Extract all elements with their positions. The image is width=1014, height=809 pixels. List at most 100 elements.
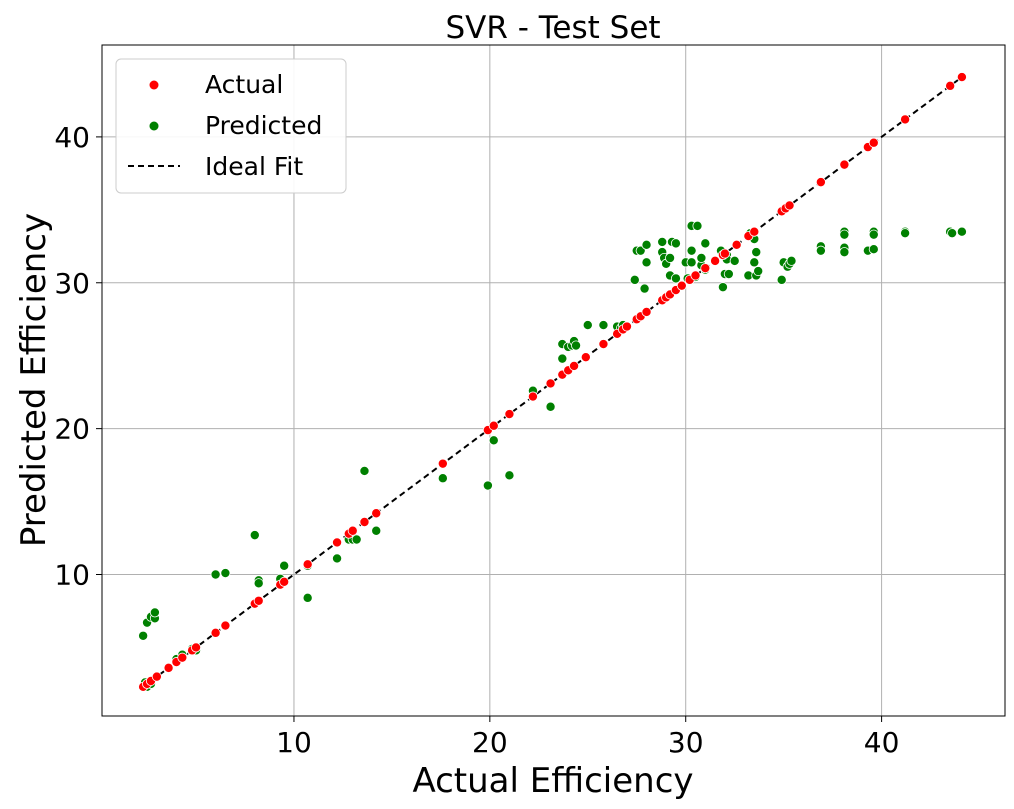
x-axis-ticks: 10 20 30 40: [276, 716, 899, 759]
predicted-point: [639, 283, 650, 294]
actual-point: [210, 627, 221, 638]
actual-point: [279, 576, 290, 587]
predicted-point: [302, 592, 313, 603]
actual-point: [749, 226, 760, 237]
predicted-point: [138, 630, 149, 641]
predicted-point: [482, 480, 493, 491]
actual-point: [700, 263, 711, 274]
legend-ideal-fit-label: Ideal Fit: [205, 152, 303, 181]
predicted-point: [359, 465, 370, 476]
actual-point: [731, 239, 742, 250]
actual-point: [945, 80, 956, 91]
predicted-point: [253, 578, 264, 589]
predicted-point: [371, 525, 382, 536]
actual-point: [690, 270, 701, 281]
actual-point: [359, 516, 370, 527]
actual-point: [784, 200, 795, 211]
predicted-point: [839, 229, 850, 240]
predicted-point: [729, 255, 740, 266]
legend-predicted-marker: [149, 121, 159, 131]
x-tick-label: 40: [864, 726, 900, 759]
predicted-point: [776, 274, 787, 285]
predicted-point: [751, 247, 762, 258]
predicted-point: [582, 320, 593, 331]
actual-point: [719, 248, 730, 259]
y-axis-label: Predicted Efficiency: [14, 213, 54, 547]
predicted-point: [700, 238, 711, 249]
predicted-point: [332, 553, 343, 564]
predicted-point: [723, 269, 734, 280]
actual-point: [347, 525, 358, 536]
predicted-point: [696, 252, 707, 263]
plot-frame: [101, 44, 1006, 717]
predicted-point: [665, 252, 676, 263]
actual-point: [220, 620, 231, 631]
actual-point: [900, 114, 911, 125]
x-tick-label: 30: [668, 726, 704, 759]
predicted-point: [686, 245, 697, 256]
predicted-point: [279, 560, 290, 571]
predicted-point: [749, 257, 760, 268]
actual-point: [488, 420, 499, 431]
predicted-point: [956, 226, 967, 237]
predicted-point: [504, 470, 515, 481]
predicted-point: [657, 236, 668, 247]
actual-point: [598, 339, 609, 350]
predicted-point: [686, 257, 697, 268]
y-tick-label: 40: [54, 121, 90, 154]
predicted-point: [839, 247, 850, 258]
legend: Actual Predicted Ideal Fit: [115, 58, 347, 194]
actual-point: [332, 537, 343, 548]
y-tick-label: 30: [54, 267, 90, 300]
legend-frame: [115, 58, 347, 194]
actual-point: [868, 137, 879, 148]
actual-point: [504, 409, 515, 420]
predicted-point: [545, 401, 556, 412]
predicted-point: [900, 228, 911, 239]
legend-actual-marker: [149, 80, 159, 90]
predicted-point: [488, 435, 499, 446]
actual-point: [191, 642, 202, 653]
predicted-point: [149, 607, 160, 618]
actual-point: [527, 391, 538, 402]
legend-actual-label: Actual: [205, 70, 283, 99]
predicted-point: [815, 245, 826, 256]
predicted-point: [641, 239, 652, 250]
legend-predicted-label: Predicted: [205, 111, 322, 140]
predicted-point: [868, 244, 879, 255]
predicted-point: [635, 245, 646, 256]
actual-point: [956, 72, 967, 83]
actual-point: [676, 280, 687, 291]
actual-point: [177, 652, 188, 663]
actual-point: [641, 306, 652, 317]
predicted-point: [670, 273, 681, 284]
predicted-point: [437, 473, 448, 484]
predicted-point: [670, 238, 681, 249]
actual-point: [569, 360, 580, 371]
chart-title: SVR - Test Set: [445, 10, 660, 46]
predicted-point: [641, 257, 652, 268]
predicted-point: [786, 255, 797, 266]
predicted-point: [210, 569, 221, 580]
x-axis-label: Actual Efficiency: [412, 761, 693, 801]
predicted-point: [692, 220, 703, 231]
predicted-point: [753, 266, 764, 277]
actual-point: [151, 671, 162, 682]
predicted-point: [629, 274, 640, 285]
actual-point: [163, 662, 174, 673]
actual-point: [815, 177, 826, 188]
x-tick-label: 20: [472, 726, 508, 759]
actual-point: [621, 321, 632, 332]
predicted-point: [598, 320, 609, 331]
actual-point: [839, 159, 850, 170]
x-tick-label: 10: [276, 726, 312, 759]
predicted-point: [947, 228, 958, 239]
actual-point: [253, 595, 264, 606]
actual-point: [437, 458, 448, 469]
predicted-point: [557, 353, 568, 364]
predicted-point: [717, 282, 728, 293]
data-points: [138, 72, 967, 692]
actual-point: [545, 378, 556, 389]
actual-point: [580, 352, 591, 363]
